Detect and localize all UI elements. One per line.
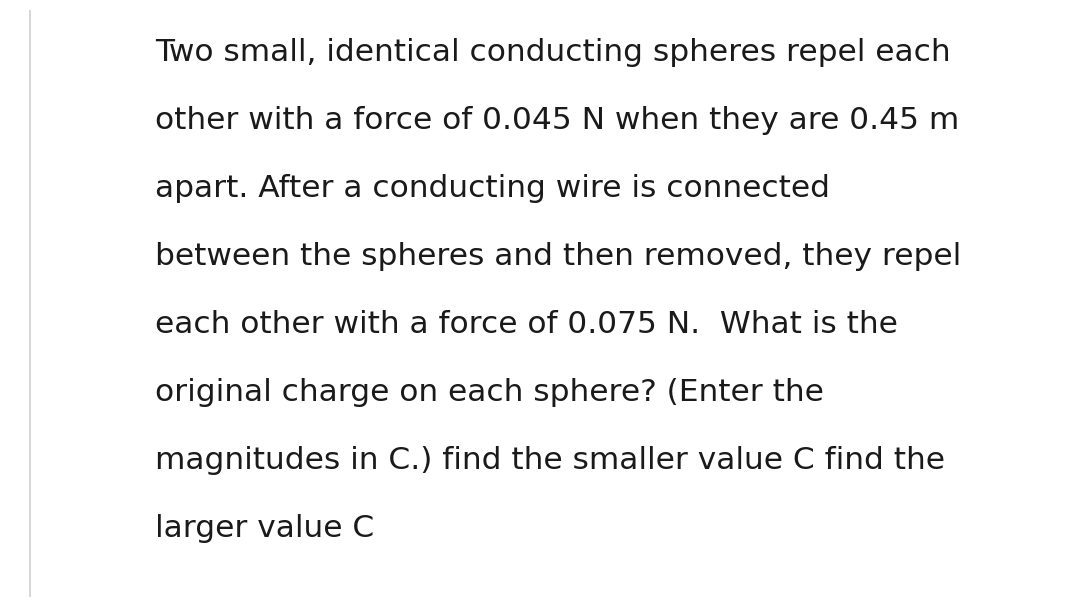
Text: other with a force of 0.045 N when they are 0.45 m: other with a force of 0.045 N when they … [156,106,959,135]
Text: between the spheres and then removed, they repel: between the spheres and then removed, th… [156,242,961,271]
Text: original charge on each sphere? (Enter the: original charge on each sphere? (Enter t… [156,378,824,407]
Text: apart. After a conducting wire is connected: apart. After a conducting wire is connec… [156,174,831,203]
Text: larger value C: larger value C [156,514,375,543]
Text: Two small, identical conducting spheres repel each: Two small, identical conducting spheres … [156,38,950,67]
Text: magnitudes in C.) find the smaller value C find the: magnitudes in C.) find the smaller value… [156,446,945,475]
Text: each other with a force of 0.075 N.  What is the: each other with a force of 0.075 N. What… [156,310,897,339]
